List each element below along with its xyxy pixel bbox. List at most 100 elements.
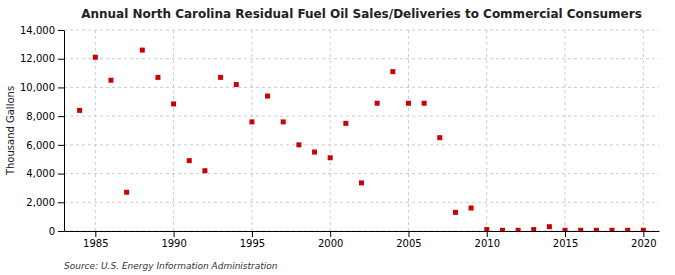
grid-line-x bbox=[643, 30, 644, 231]
y-tick-mark bbox=[58, 231, 64, 232]
grid bbox=[64, 30, 659, 231]
point bbox=[469, 206, 474, 211]
point bbox=[140, 48, 145, 53]
x-tick-mark bbox=[330, 231, 331, 237]
x-tick-mark bbox=[252, 231, 253, 237]
title: Annual North Carolina Residual Fuel Oil … bbox=[81, 7, 642, 21]
y-tick-label: 8,000 bbox=[26, 111, 55, 122]
x-tick: 2015 bbox=[553, 231, 578, 249]
x-axis: 1985 1990 1995 2000 2005 2010 2015 2020 bbox=[65, 231, 660, 249]
point bbox=[547, 224, 552, 229]
point bbox=[375, 101, 380, 106]
point bbox=[516, 228, 521, 231]
point bbox=[265, 94, 270, 99]
point bbox=[296, 142, 301, 147]
point bbox=[77, 108, 82, 113]
grid-line-y bbox=[64, 116, 659, 117]
y-tick-label: 10,000 bbox=[20, 82, 55, 93]
x-axis-line bbox=[65, 231, 660, 232]
plot-area: 1985 1990 1995 2000 2005 2010 2015 2020 0 2,000 4,… bbox=[20, 25, 660, 249]
y-tick: 0 bbox=[49, 226, 64, 237]
y-tick: 12,000 bbox=[20, 53, 64, 64]
points bbox=[77, 48, 646, 231]
y-tick: 8,000 bbox=[26, 111, 64, 122]
point bbox=[108, 78, 113, 83]
grid-line-x bbox=[95, 30, 96, 231]
x-tick: 2000 bbox=[318, 231, 343, 249]
point bbox=[202, 168, 207, 173]
grid-line-x bbox=[330, 30, 331, 231]
y-tick-mark bbox=[58, 174, 64, 175]
point bbox=[422, 101, 427, 106]
x-tick-label: 1985 bbox=[83, 238, 108, 249]
x-tick-mark bbox=[408, 231, 409, 237]
grid-line-y bbox=[64, 202, 659, 203]
grid-line-y bbox=[64, 30, 659, 31]
grid-line-y bbox=[64, 231, 659, 232]
point bbox=[453, 210, 458, 215]
point bbox=[249, 119, 254, 124]
point bbox=[390, 69, 395, 74]
y-tick-label: 12,000 bbox=[20, 53, 55, 64]
grid-line-x bbox=[173, 30, 174, 231]
y-tick-mark bbox=[58, 87, 64, 88]
grid-line-x bbox=[408, 30, 409, 231]
point bbox=[594, 228, 599, 231]
x-tick: 2010 bbox=[475, 231, 500, 249]
point bbox=[281, 119, 286, 124]
x-tick: 2005 bbox=[396, 231, 421, 249]
x-tick-label: 2005 bbox=[396, 238, 421, 249]
point bbox=[124, 190, 129, 195]
point bbox=[641, 228, 646, 231]
point bbox=[312, 150, 317, 155]
point bbox=[234, 82, 239, 87]
chart: 1985 1990 1995 2000 2005 2010 2015 2020 0 2,000 4,… bbox=[0, 0, 675, 275]
point bbox=[187, 158, 192, 163]
x-tick: 1995 bbox=[240, 231, 265, 249]
x-tick-label: 2015 bbox=[553, 238, 578, 249]
grid-line-x bbox=[486, 30, 487, 231]
source-note: Source: U.S. Energy Information Administ… bbox=[64, 261, 278, 271]
point bbox=[171, 101, 176, 106]
grid-line-x bbox=[251, 30, 252, 231]
x-tick-label: 2000 bbox=[318, 238, 343, 249]
x-tick-mark bbox=[174, 231, 175, 237]
grid-line-y bbox=[64, 87, 659, 88]
y-axis-title: Thousand Gallons bbox=[5, 86, 16, 176]
y-tick-mark bbox=[58, 30, 64, 31]
y-tick-mark bbox=[58, 202, 64, 203]
y-tick: 4,000 bbox=[26, 168, 64, 179]
y-tick-label: 4,000 bbox=[26, 168, 55, 179]
x-tick: 2020 bbox=[631, 231, 656, 249]
y-tick: 10,000 bbox=[20, 82, 64, 93]
x-tick-mark bbox=[95, 231, 96, 237]
x-tick-label: 2010 bbox=[475, 238, 500, 249]
x-tick: 1990 bbox=[161, 231, 186, 249]
y-tick-label: 14,000 bbox=[20, 25, 55, 36]
point bbox=[328, 155, 333, 160]
point bbox=[625, 228, 630, 231]
x-tick-label: 1995 bbox=[240, 238, 265, 249]
point bbox=[500, 228, 505, 231]
grid-line-y bbox=[64, 173, 659, 174]
point bbox=[563, 228, 568, 231]
grid-line-y bbox=[64, 144, 659, 145]
x-tick: 1985 bbox=[83, 231, 108, 249]
grid-line-y bbox=[64, 58, 659, 59]
point bbox=[406, 101, 411, 106]
y-axis: 0 2,000 4,000 6,000 8,000 10,000 12,000 14,000 bbox=[20, 25, 65, 237]
y-tick-label: 2,000 bbox=[26, 197, 55, 208]
y-axis-line bbox=[64, 31, 65, 232]
y-tick-label: 0 bbox=[49, 226, 55, 237]
y-tick-mark bbox=[58, 116, 64, 117]
point bbox=[437, 135, 442, 140]
x-tick-mark bbox=[643, 231, 644, 237]
point bbox=[610, 228, 615, 231]
x-tick-label: 1990 bbox=[161, 238, 186, 249]
y-tick: 6,000 bbox=[26, 140, 64, 151]
y-tick: 14,000 bbox=[20, 25, 64, 36]
point bbox=[93, 55, 98, 60]
point bbox=[359, 180, 364, 185]
point bbox=[578, 228, 583, 231]
x-tick-mark bbox=[565, 231, 566, 237]
